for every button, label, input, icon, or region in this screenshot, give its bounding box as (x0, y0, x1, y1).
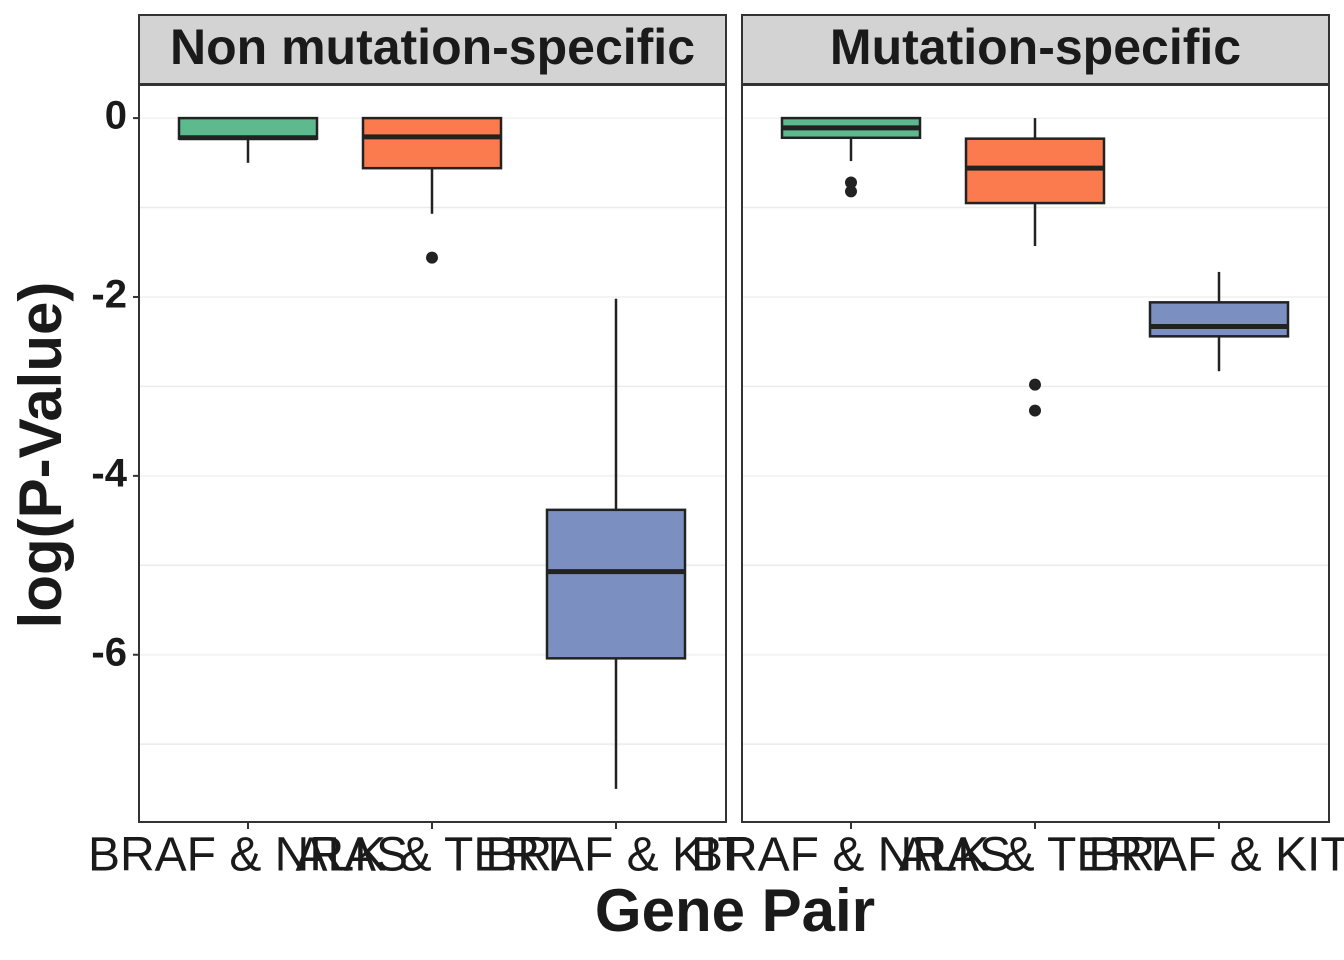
x-tick-label: BRAF & NRAS (88, 829, 408, 882)
x-axis-title: Gene Pair (595, 877, 875, 944)
x-tick-label: ALK & TERT (296, 829, 569, 882)
y-tick-label: -4 (91, 451, 127, 495)
box (964, 137, 1106, 205)
x-tick-label: BRAF & KIT (1088, 829, 1344, 882)
y-axis-title: log(P-Value) (7, 282, 74, 629)
box (361, 116, 503, 170)
x-tick-label: BRAF & NRAS (691, 829, 1011, 882)
x-tick-label: ALK & TERT (899, 829, 1172, 882)
box (1148, 301, 1290, 338)
outlier (1029, 404, 1041, 417)
x-tick-label: BRAF & KIT (485, 829, 746, 882)
outlier (845, 185, 857, 198)
outlier (845, 176, 857, 189)
strip (138, 14, 727, 85)
y-tick-label: 0 (105, 94, 127, 138)
strip-title: Mutation-specific (830, 19, 1241, 75)
strip-title: Non mutation-specific (170, 19, 695, 75)
y-tick-label: -6 (91, 630, 127, 674)
box (545, 508, 687, 660)
strip (741, 14, 1330, 85)
outlier (426, 251, 438, 264)
outlier (1029, 378, 1041, 391)
y-tick-label: -2 (91, 273, 127, 317)
